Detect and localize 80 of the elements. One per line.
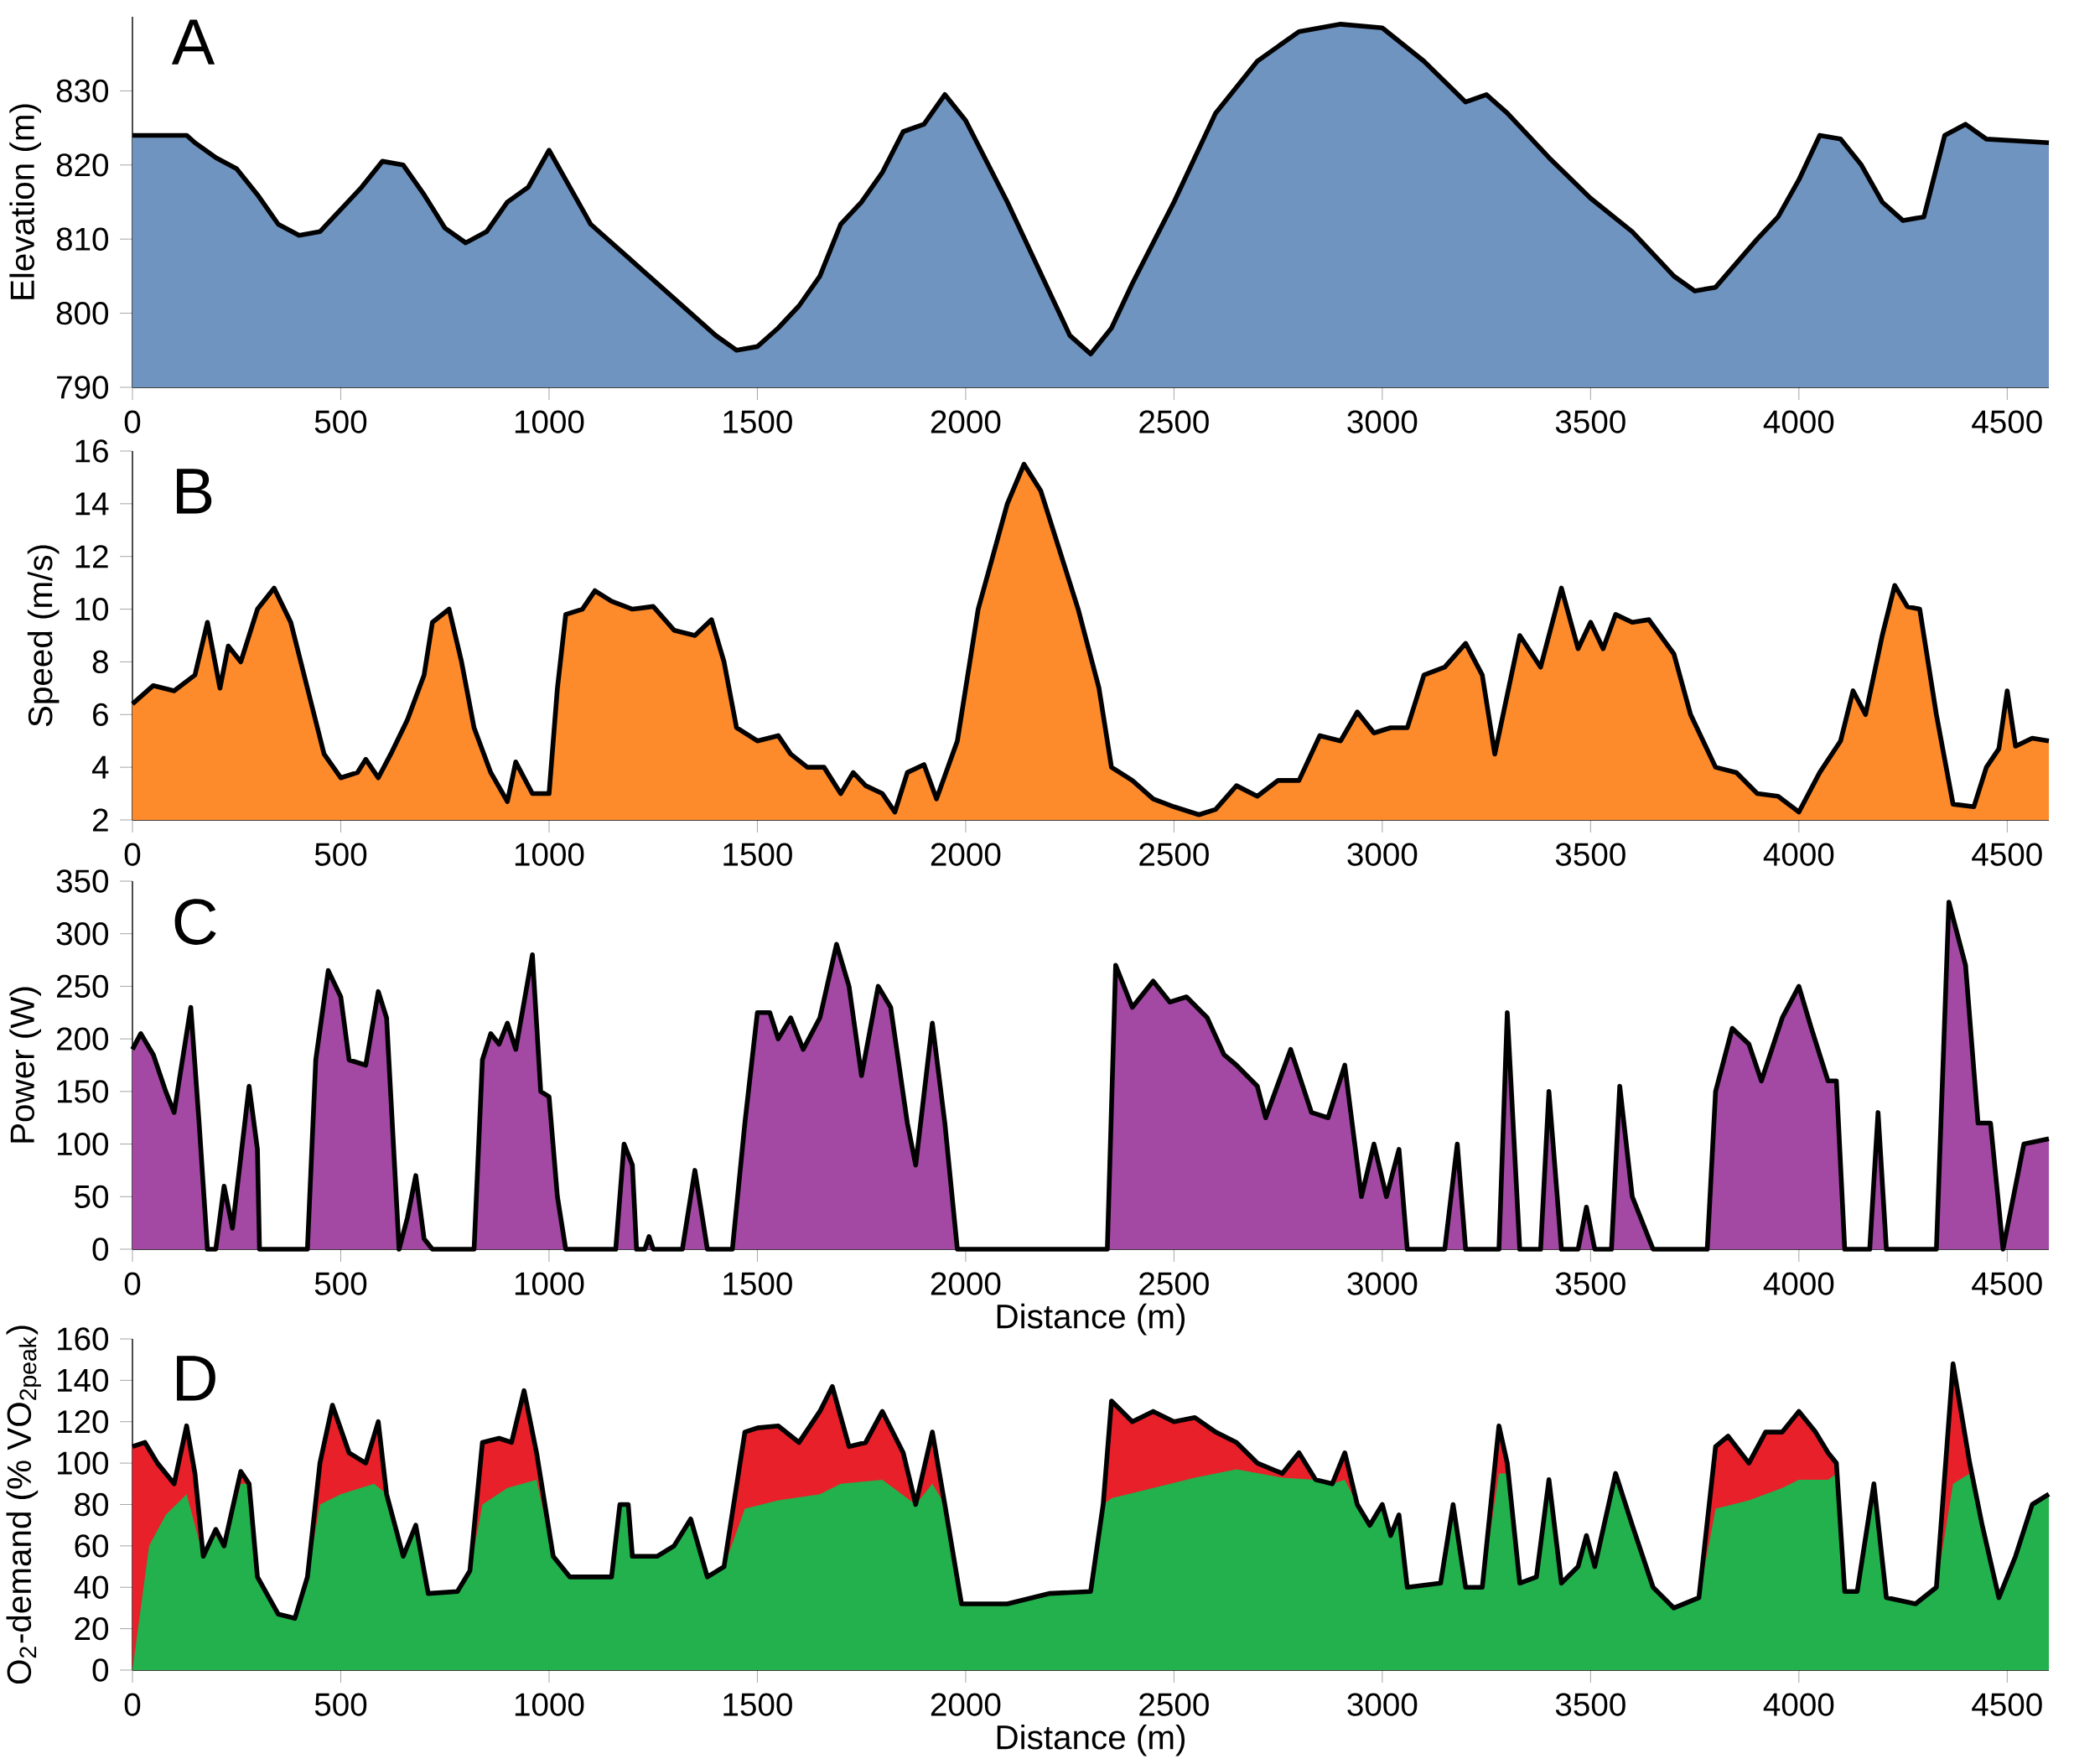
y-tick-label: 2: [93, 808, 108, 832]
x-tick-label: 2500: [1139, 1693, 1209, 1716]
y-tick-label: 20: [75, 1616, 109, 1641]
x-tick-label: 4000: [1763, 1272, 1834, 1295]
x-tick-label: 0: [124, 1272, 141, 1295]
y-tick-label: 830: [56, 79, 109, 103]
y-tick-label: 150: [58, 1080, 109, 1103]
x-tick-label: 2000: [931, 843, 1001, 866]
y-tick-label: 60: [75, 1534, 109, 1558]
annotation: C: [174, 899, 216, 945]
y-tick-label: 100: [58, 1451, 109, 1475]
x-tick-label: 3500: [1555, 1272, 1625, 1295]
x-tick-label: 2500: [1139, 843, 1209, 866]
x-tick-label: 4500: [1972, 410, 2042, 433]
x-tick-label: 3000: [1347, 1693, 1418, 1716]
y-tick-label: 10: [75, 597, 109, 621]
x-tick-label: 1000: [515, 843, 584, 866]
y-axis-title: O$_{2}$-demand (% VO$_{2peak}$): [6, 1326, 41, 1684]
x-tick-label: 0: [124, 410, 141, 433]
y-tick-label: 8: [92, 650, 108, 674]
y-axis-title: Power (W): [9, 987, 41, 1143]
x-tick-label: 500: [314, 1272, 367, 1295]
x-tick-label: 1000: [515, 1272, 584, 1295]
y-tick-label: 300: [56, 922, 109, 946]
y-tick-label: 800: [56, 301, 109, 325]
x-tick-label: 2500: [1139, 1272, 1209, 1295]
x-tick-label: 4000: [1763, 410, 1834, 433]
y-tick-label: 0: [92, 1658, 109, 1682]
x-tick-label: 2000: [931, 410, 1001, 433]
x-tick-label: 500: [314, 1693, 367, 1716]
y-tick-label: 100: [58, 1132, 109, 1156]
x-tick-label: 1500: [723, 410, 792, 433]
x-tick-label: 4500: [1972, 843, 2042, 866]
y-tick-label: 120: [58, 1410, 109, 1434]
annotation: A: [171, 19, 215, 65]
x-tick-label: 500: [314, 843, 367, 866]
y-tick-label: 6: [93, 703, 108, 726]
y-axis-title: Elevation (m): [9, 104, 41, 299]
x-tick-label: 1500: [723, 1693, 792, 1716]
y-tick-label: 16: [75, 439, 108, 463]
x-tick-label: 3000: [1347, 1272, 1418, 1295]
x-tick-label: 2000: [931, 1693, 1001, 1716]
y-tick-label: 14: [75, 492, 109, 516]
y-tick-label: 0: [92, 1237, 109, 1261]
x-tick-label: 0: [124, 1693, 141, 1716]
x-axis-title: Distance (m): [997, 1724, 1185, 1756]
x-tick-label: 3500: [1555, 843, 1625, 866]
x-tick-label: 2000: [931, 1272, 1001, 1295]
x-tick-label: 4000: [1763, 1693, 1834, 1716]
y-tick-label: 50: [75, 1185, 109, 1208]
x-tick-label: 3000: [1347, 410, 1418, 433]
y-axis-title: Speed (m/s): [27, 545, 60, 727]
y-tick-label: 810: [56, 227, 109, 251]
y-tick-label: 350: [56, 869, 109, 893]
y-tick-label: 12: [75, 545, 108, 568]
x-tick-label: 2500: [1139, 410, 1209, 433]
y-tick-label: 250: [57, 974, 109, 999]
y-tick-label: 160: [58, 1327, 109, 1351]
x-tick-label: 0: [124, 843, 141, 866]
y-tick-label: 4: [91, 755, 109, 779]
x-tick-label: 1000: [515, 1693, 584, 1716]
y-tick-label: 790: [57, 376, 109, 399]
annotation: D: [177, 1356, 215, 1401]
x-tick-label: 4500: [1972, 1693, 2042, 1716]
y-tick-label: 80: [75, 1492, 109, 1517]
x-tick-label: 4000: [1763, 843, 1834, 866]
x-tick-label: 4500: [1972, 1272, 2042, 1295]
x-tick-label: 500: [314, 410, 367, 433]
y-tick-label: 140: [58, 1368, 109, 1393]
x-tick-label: 1500: [723, 1272, 792, 1295]
y-tick-label: 40: [74, 1575, 109, 1599]
x-tick-label: 1000: [515, 410, 584, 433]
y-tick-label: 200: [57, 1027, 109, 1051]
x-tick-label: 3500: [1555, 1693, 1625, 1716]
x-tick-label: 3000: [1347, 843, 1418, 866]
y-tick-label: 820: [56, 153, 109, 177]
x-tick-label: 3500: [1555, 410, 1625, 433]
x-tick-label: 1500: [723, 843, 792, 866]
annotation: B: [177, 469, 212, 514]
x-axis-title: Distance (m): [997, 1303, 1185, 1336]
